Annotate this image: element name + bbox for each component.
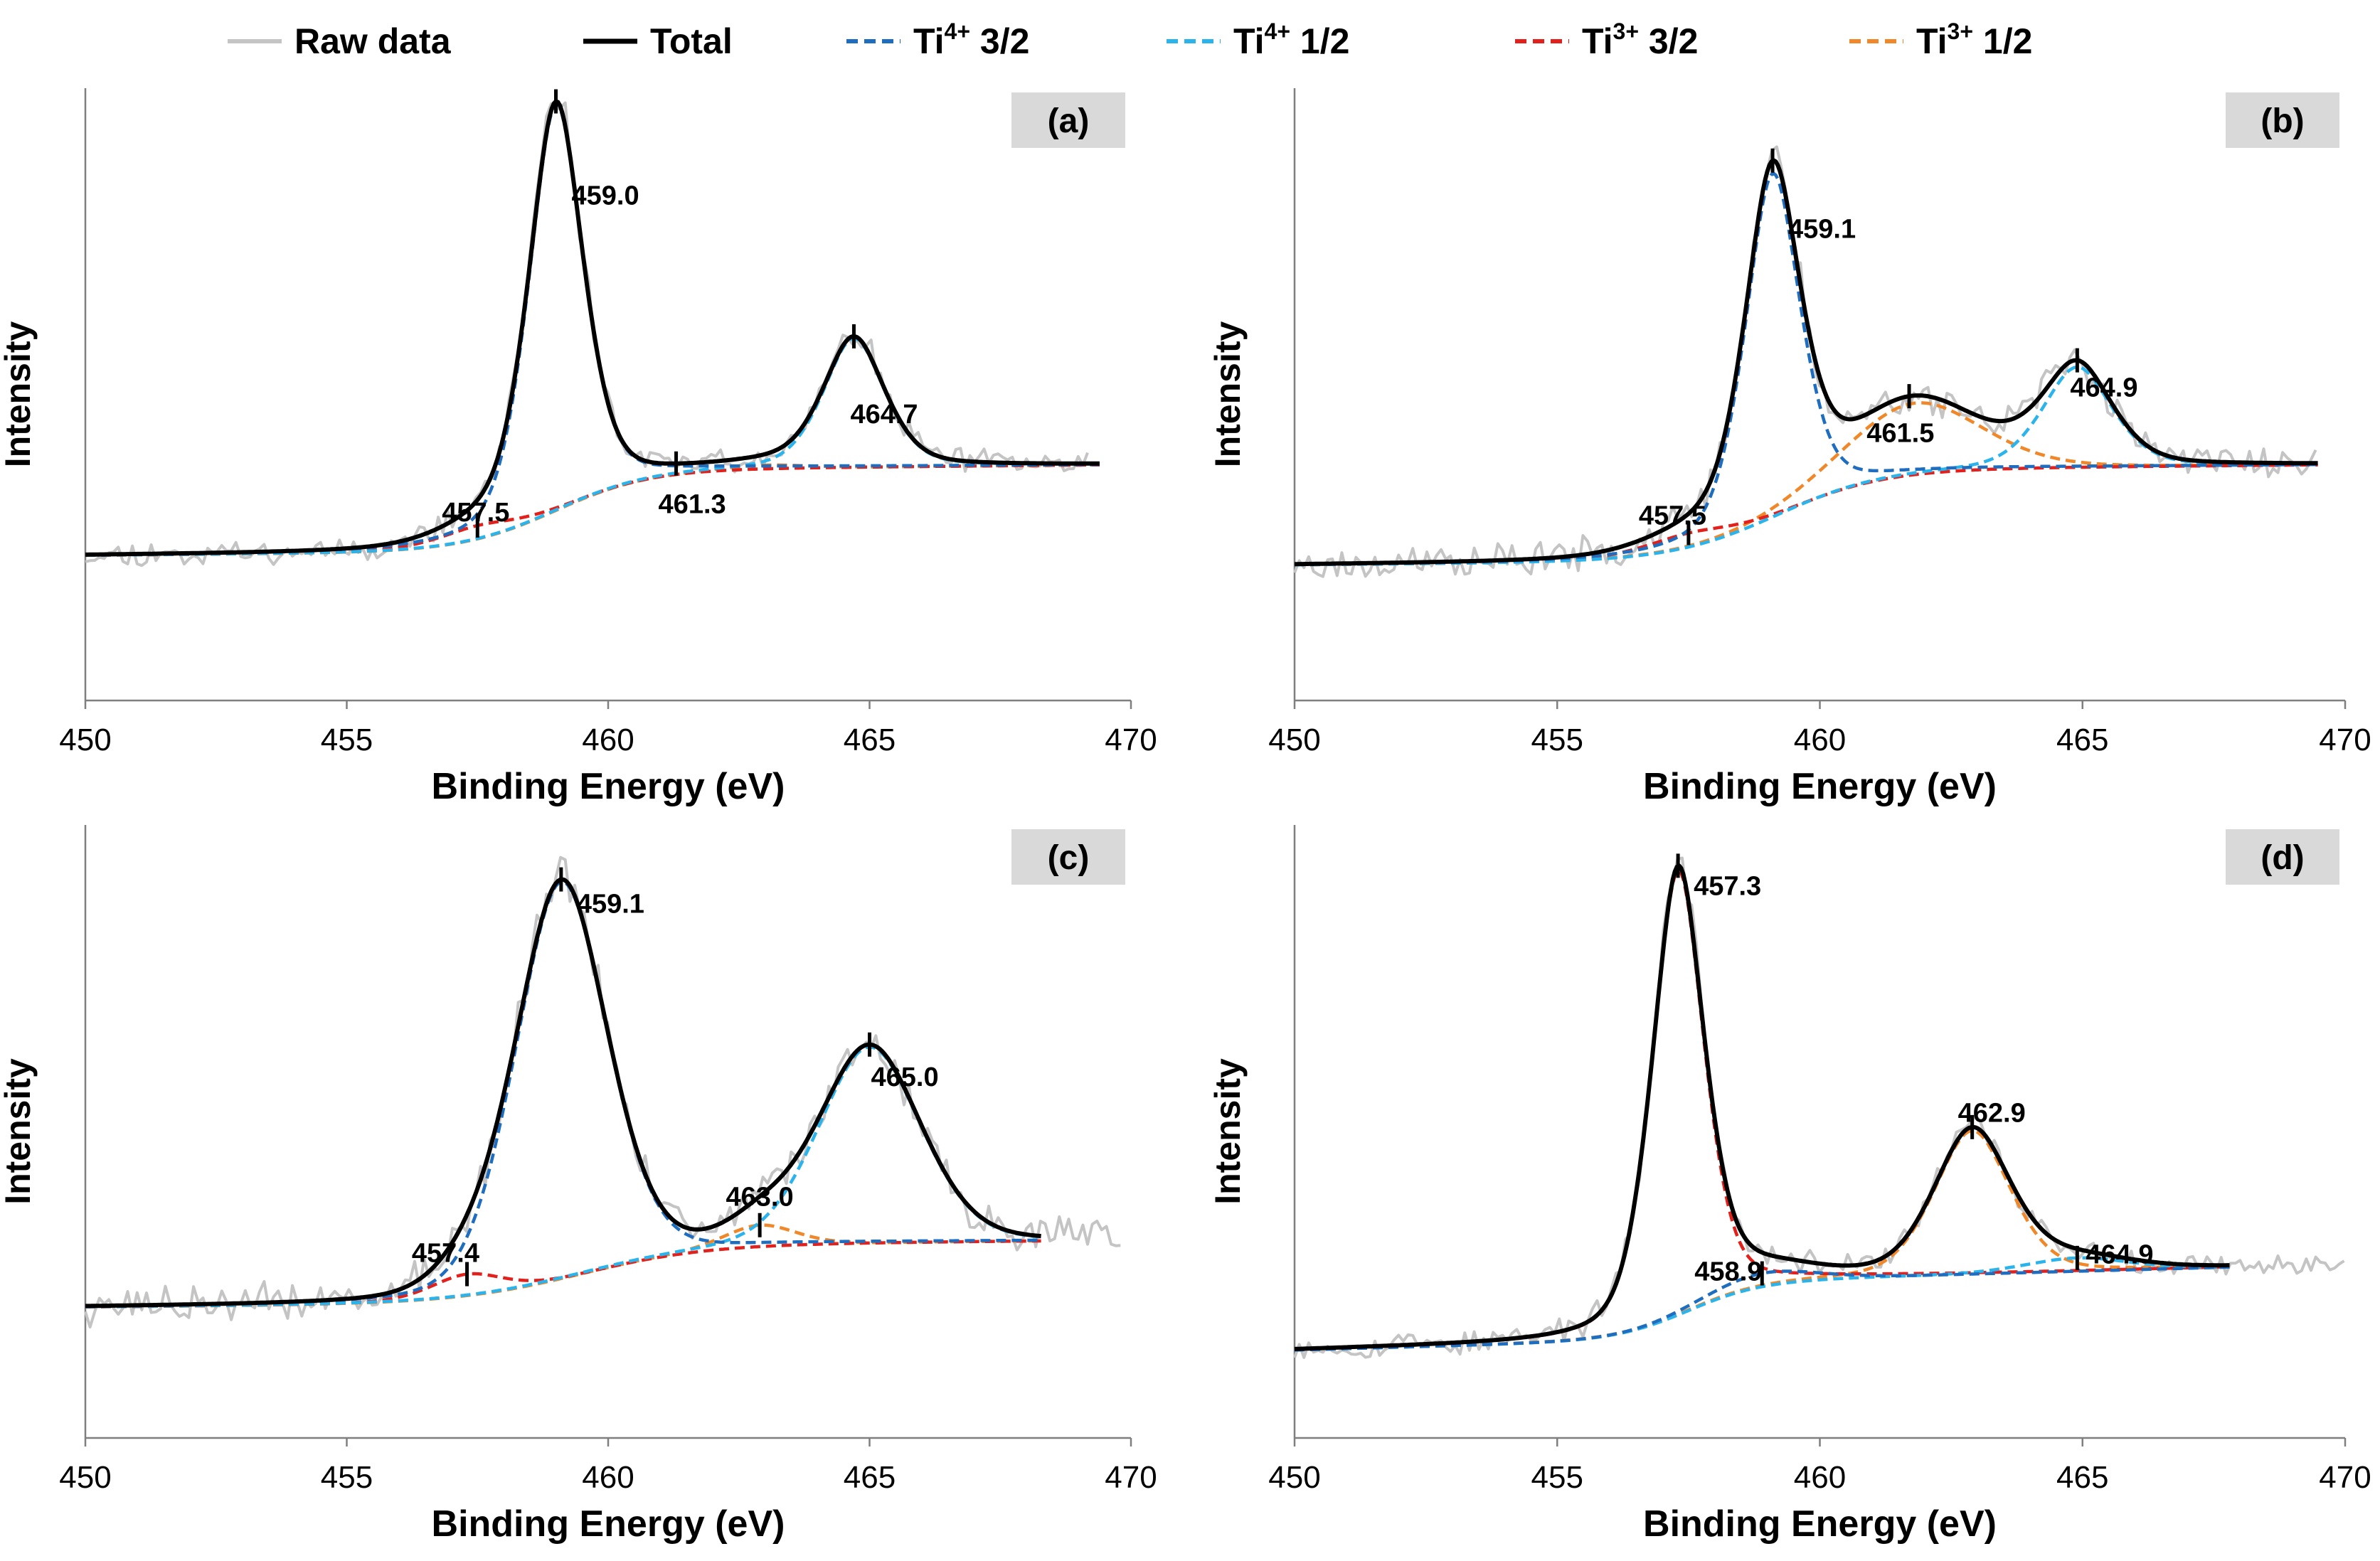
legend-item-raw: Raw data: [228, 21, 452, 61]
peak-annotation: 461.5: [1866, 418, 1934, 448]
panel-label: (d): [2261, 839, 2304, 877]
x-tick-label: 455: [321, 1460, 373, 1495]
y-axis-label: Intensity: [0, 1058, 38, 1205]
panel-label-badge: (c): [1011, 829, 1125, 885]
x-tick-label: 450: [1268, 1460, 1320, 1495]
panel-a: 450 455 460 465 470 Binding Energy (eV) Intens…: [0, 88, 1157, 807]
fit-ti3-32-line: [85, 463, 1100, 558]
panels: 450 455 460 465 470 Binding Energy (eV) Intens…: [0, 88, 2371, 1545]
peak-annotation: 457.5: [442, 498, 509, 528]
panel-b: 450 455 460 465 470 Binding Energy (eV) Intens…: [1208, 88, 2371, 807]
x-tick-label: 460: [582, 723, 634, 757]
fit-ti3-12-line: [85, 1223, 1041, 1309]
panel-label: (c): [1048, 839, 1090, 877]
legend-item-ti4-32: Ti4+ 3/2: [846, 18, 1029, 61]
legend: Raw data Total Ti4+ 3/2 Ti4+ 1/2 Ti3+ 3/2 Ti3…: [228, 18, 2032, 61]
fit-ti3-12-line: [85, 463, 1100, 558]
peak-annotation: 458.9: [1694, 1257, 1762, 1286]
x-tick-label: 450: [59, 1460, 111, 1495]
panel-label-bg: [2226, 829, 2339, 885]
fit-ti3-12-line: [1295, 401, 2318, 567]
raw-data-line: [1293, 856, 2345, 1359]
peak-annotation: 465.0: [871, 1062, 939, 1092]
peak-annotation: 464.7: [850, 400, 918, 430]
x-tick-label: 465: [2056, 1460, 2108, 1495]
x-tick-label: 470: [2319, 1460, 2371, 1495]
panel-label-badge: (d): [2226, 829, 2339, 885]
peak-annotation: 457.4: [412, 1238, 479, 1268]
fit-ti3-32-line: [85, 1239, 1041, 1309]
x-tick-label: 465: [2056, 723, 2108, 757]
x-tick-label: 465: [844, 1460, 896, 1495]
fit-ti3-32-line: [1294, 463, 2318, 567]
legend-label: Raw data: [294, 21, 452, 61]
x-axis-label: Binding Energy (eV): [432, 1503, 785, 1545]
legend-item-total: Total: [583, 21, 733, 61]
x-axis-label: Binding Energy (eV): [432, 766, 785, 807]
legend-label: Ti3+ 3/2: [1582, 18, 1698, 61]
x-tick-label: 455: [1531, 1460, 1583, 1495]
total-fit-line: [1294, 863, 2230, 1351]
peak-annotation: 459.1: [577, 889, 644, 919]
peak-annotation: 457.5: [1639, 501, 1706, 531]
x-tick-label: 460: [582, 1460, 634, 1495]
total-fit-line: [1295, 158, 2318, 567]
total-fit-line: [85, 99, 1100, 557]
raw-data-line: [84, 856, 1121, 1329]
y-axis-label: Intensity: [0, 321, 38, 468]
panel-label-bg: [2226, 92, 2339, 148]
panel-label-bg: [1011, 92, 1125, 148]
legend-item-ti3-12: Ti3+ 1/2: [1849, 18, 2032, 61]
peak-annotation: 459.0: [572, 181, 639, 211]
peak-annotation: 464.9: [2070, 373, 2137, 403]
fit-ti4-12-line: [1294, 1256, 2230, 1352]
x-tick-label: 450: [59, 723, 111, 757]
panel-c: 450 455 460 465 470 Binding Energy (eV) Intens…: [0, 825, 1157, 1545]
fit-ti4-12-line: [1295, 365, 2318, 567]
x-tick-label: 460: [1794, 1460, 1846, 1495]
x-tick-label: 470: [1105, 723, 1157, 757]
panel-d: 450 455 460 465 470 Binding Energy (eV) Intens…: [1208, 825, 2371, 1545]
legend-label: Ti4+ 3/2: [913, 18, 1029, 61]
legend-item-ti3-32: Ti3+ 3/2: [1515, 18, 1698, 61]
total-fit-line: [85, 877, 1041, 1309]
peak-annotation: 457.3: [1694, 871, 1761, 901]
legend-label: Total: [650, 21, 733, 61]
panel-label-bg: [1011, 829, 1125, 885]
x-tick-label: 455: [321, 723, 373, 757]
panel-label: (a): [1048, 102, 1090, 140]
panel-label: (b): [2261, 102, 2304, 140]
peak-annotation: 464.9: [2086, 1240, 2153, 1269]
y-axis-label: Intensity: [1208, 1058, 1248, 1205]
x-tick-label: 465: [844, 723, 896, 757]
x-tick-label: 450: [1268, 723, 1320, 757]
panel-label-badge: (b): [2226, 92, 2339, 148]
x-tick-label: 470: [1105, 1460, 1157, 1495]
peak-annotation: 462.9: [1958, 1098, 2026, 1128]
peak-annotation: 459.1: [1788, 214, 1856, 244]
x-tick-label: 470: [2319, 723, 2371, 757]
raw-data-line: [1293, 145, 2317, 578]
peak-annotation: 463.0: [726, 1183, 794, 1213]
peak-annotation: 461.3: [659, 489, 726, 519]
x-axis-label: Binding Energy (eV): [1643, 766, 1997, 807]
panel-label-badge: (a): [1011, 92, 1125, 148]
fit-ti4-32-line: [1294, 171, 2318, 566]
x-tick-label: 455: [1531, 723, 1583, 757]
legend-label: Ti3+ 1/2: [1916, 18, 2032, 61]
x-tick-label: 460: [1794, 723, 1846, 757]
x-axis-label: Binding Energy (eV): [1643, 1503, 1997, 1545]
fit-ti4-12-line: [85, 336, 1100, 558]
y-axis-label: Intensity: [1208, 321, 1248, 468]
legend-item-ti4-12: Ti4+ 1/2: [1167, 18, 1349, 61]
legend-label: Ti4+ 1/2: [1233, 18, 1349, 61]
